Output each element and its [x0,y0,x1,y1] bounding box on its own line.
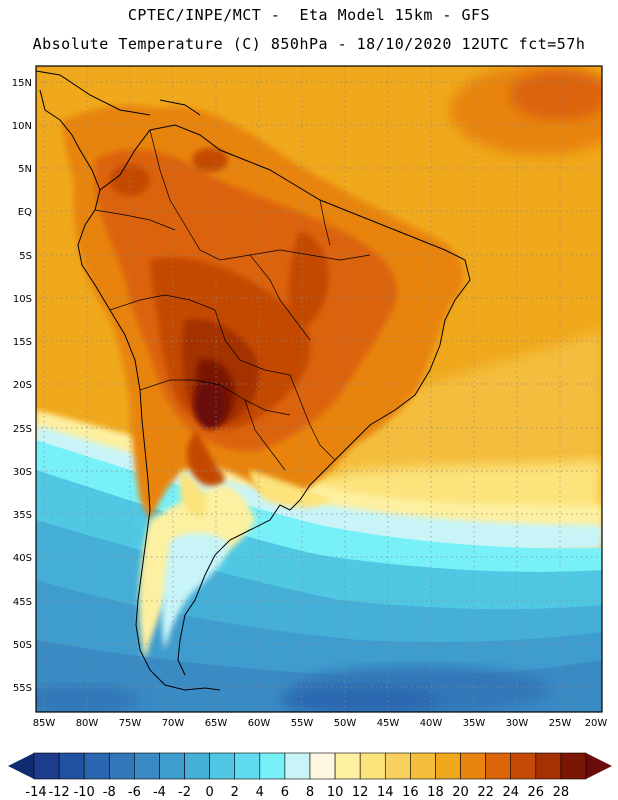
lon-label: 85W [33,718,56,729]
colorbar-swatch [309,752,336,780]
colorbar-label: 22 [477,785,494,800]
lat-label: 15N [12,78,32,89]
colorbar-swatch [108,752,135,780]
colorbar-swatch [184,752,210,780]
lat-label: 40S [13,553,32,564]
lat-label: 15S [13,337,32,348]
colorbar-swatch [33,752,60,780]
lon-label: 50W [334,718,357,729]
colorbar-swatch [410,752,436,780]
colorbar-label: 4 [256,785,264,800]
colorbar-swatch [159,752,185,780]
map-frame [35,65,603,713]
colorbar-label: 18 [427,785,444,800]
colorbar-low-arrow [8,753,34,779]
lat-label: 5N [18,164,32,175]
lon-label: 40W [420,718,443,729]
lat-label: 10N [12,121,32,132]
temperature-field [36,66,602,712]
colorbar: -14 -12 -10 -8 -6 -4 -2 0 2 4 6 8 10 12 14 16 18 20 22 24 26… [8,752,612,800]
colorbar-label: 24 [502,785,519,800]
colorbar-label: 2 [231,785,239,800]
colorbar-swatch [535,752,562,780]
lat-label: 30S [13,467,32,478]
colorbar-swatch [134,752,160,780]
colorbar-label: 20 [452,785,469,800]
lat-label: 25S [13,424,32,435]
lon-label: 45W [377,718,400,729]
lon-label: 20W [585,718,608,729]
colorbar-swatch [460,752,486,780]
colorbar-label: 8 [306,785,314,800]
lon-label: 65W [205,718,228,729]
colorbar-swatch [234,752,261,780]
lat-label: 55S [13,683,32,694]
longitude-axis: 85W 80W 75W 70W 65W 60W 55W 50W 45W 40W … [33,718,608,729]
lat-label: EQ [18,207,32,218]
colorbar-label: 0 [205,785,213,800]
colorbar-label: 6 [281,785,289,800]
colorbar-label: -12 [48,785,69,800]
lon-label: 55W [291,718,314,729]
colorbar-swatch [510,752,537,780]
colorbar-swatch [58,752,85,780]
colorbar-label: -10 [74,785,95,800]
colorbar-label: 14 [377,785,394,800]
colorbar-high-arrow [586,753,612,779]
colorbar-label: -4 [153,785,166,800]
latitude-axis: 15N 10N 5N EQ 5S 10S 15S 20S 25S 30S 35S… [12,78,32,694]
colorbar-label: 26 [528,785,545,800]
lon-label: 35W [463,718,486,729]
colorbar-swatch [384,752,411,780]
colorbar-label: 10 [327,785,344,800]
colorbar-swatch [359,752,386,780]
colorbar-swatch [209,752,236,780]
colorbar-label: -14 [25,785,46,800]
lat-label: 5S [19,251,32,262]
lat-label: 20S [13,380,32,391]
lon-label: 80W [76,718,99,729]
colorbar-swatch [435,752,461,780]
lon-label: 60W [248,718,271,729]
colorbar-label: 16 [402,785,419,800]
colorbar-label: -8 [103,785,116,800]
country-borders [94,129,371,471]
lat-label: 50S [13,640,32,651]
chart-title-line-1: CPTEC/INPE/MCT - Eta Model 15km - GFS [127,6,491,24]
colorbar-swatch [560,752,587,780]
colorbar-swatch [284,752,311,780]
colorbar-swatch [259,752,286,780]
colorbar-label: 12 [352,785,369,800]
lat-label: 10S [13,294,32,305]
colorbar-label: -2 [178,785,191,800]
lon-label: 30W [506,718,529,729]
colorbar-swatch [334,752,361,780]
colorbar-label: -6 [128,785,141,800]
lat-label: 35S [13,510,32,521]
lon-label: 25W [549,718,572,729]
colorbar-swatch [485,752,512,780]
lon-label: 70W [162,718,185,729]
coastlines [36,70,471,691]
lat-label: 45S [13,597,32,608]
chart-title-line-2: Absolute Temperature (C) 850hPa - 18/10/… [32,35,586,53]
colorbar-label: 28 [553,785,570,800]
colorbar-swatch [83,752,110,780]
lon-label: 75W [119,718,142,729]
